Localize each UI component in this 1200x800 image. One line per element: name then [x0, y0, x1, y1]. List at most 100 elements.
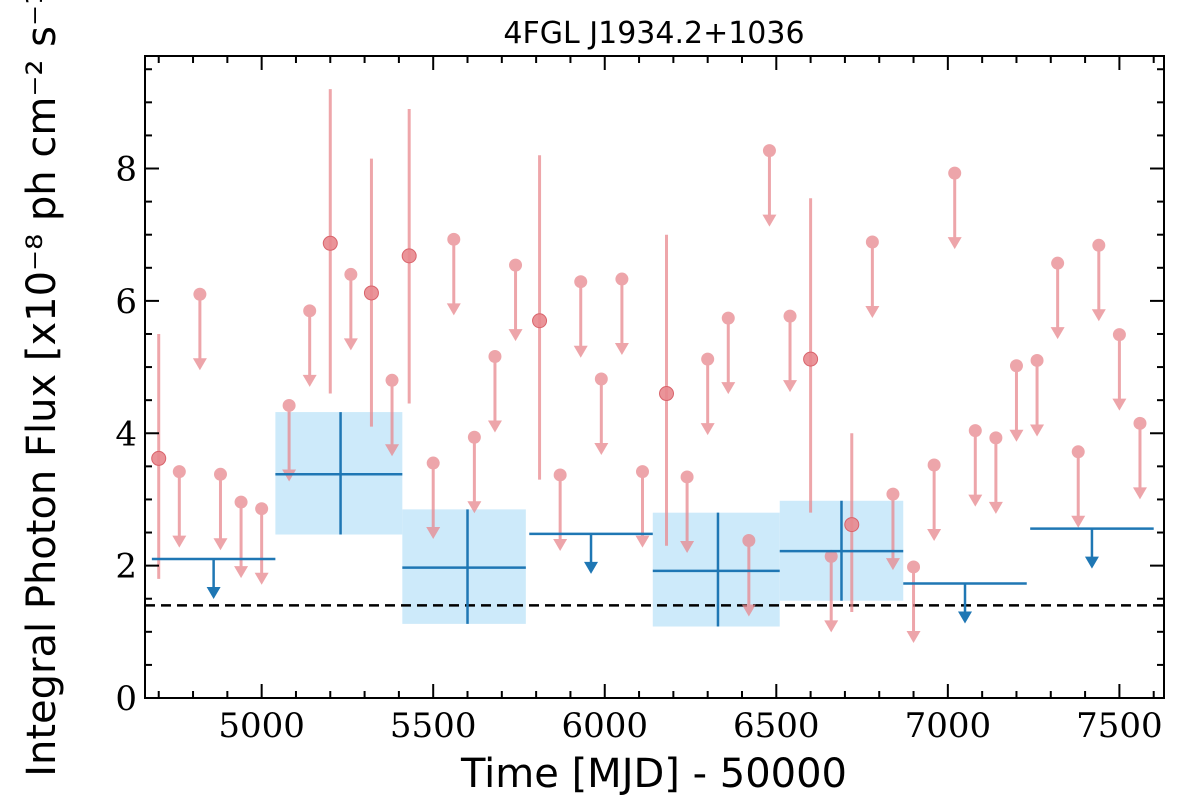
fine-upper-limit-33: [1009, 359, 1024, 442]
fine-upper-limit-13-head: [508, 329, 523, 342]
fine-upper-limit-30: [947, 166, 962, 250]
coarse-ul-arrow-2: [958, 583, 973, 624]
fine-upper-limit-19-head: [680, 540, 695, 553]
y-tick-label-4: 8: [115, 150, 137, 190]
fine-upper-limit-33-head: [1009, 429, 1024, 442]
fine-upper-limit-37-head: [1091, 309, 1106, 322]
fine-upper-limit-1: [192, 287, 207, 371]
fine-upper-limit-11-head: [467, 501, 482, 514]
fine-upper-limit-15: [573, 275, 588, 358]
y-tick-label-0: 0: [115, 679, 137, 719]
fine-upper-limit-marker-13: [509, 258, 523, 272]
x-tick-label-4: 7000: [905, 706, 992, 746]
chart-title: 4FGL J1934.2+1036: [503, 16, 804, 51]
coarse-ul-arrow-0: [206, 559, 221, 600]
fine-upper-limit-32: [988, 431, 1003, 514]
fine-upper-limit-10: [446, 232, 461, 316]
coarse-ul-arrow-2-head: [958, 611, 973, 624]
fine-upper-limit-13: [508, 258, 523, 342]
fine-upper-limit-marker-7: [344, 267, 358, 281]
fine-upper-limit-21-head: [721, 382, 736, 395]
fine-upper-limit-marker-31: [968, 424, 982, 438]
fine-upper-limit-6: [302, 304, 317, 387]
fine-upper-limit-23-head: [762, 214, 777, 227]
fine-upper-limit-marker-16: [594, 372, 608, 386]
fine-upper-limit-marker-6: [303, 304, 317, 318]
fine-upper-limit-marker-11: [467, 430, 481, 444]
fine-point-2: [363, 285, 379, 301]
fine-upper-limit-marker-15: [574, 275, 588, 289]
coarse-ul-arrow-3: [1084, 528, 1099, 569]
fine-upper-limit-2: [213, 467, 228, 551]
fine-upper-limit-marker-26: [865, 235, 879, 249]
fine-upper-limit-28: [906, 560, 921, 643]
x-tick-label-2: 6000: [561, 706, 648, 746]
fine-upper-limit-marker-2: [213, 467, 227, 481]
fine-upper-limit-marker-34: [1030, 353, 1044, 367]
x-axis: 5000 5500 6000 6500 7000 7500: [157, 56, 1163, 746]
fine-upper-limit-marker-25: [824, 549, 838, 563]
fine-upper-limit-26: [865, 235, 880, 318]
fine-point-6: [803, 351, 819, 367]
fine-upper-limit-1-head: [192, 358, 207, 371]
fine-upper-limit-12-head: [487, 420, 502, 433]
fine-upper-limit-6-head: [302, 374, 317, 387]
fine-upper-limit-26-head: [865, 305, 880, 318]
fine-upper-limit-3: [234, 495, 249, 579]
y-axis-label: Integral Photon Flux [x10⁻⁸ ph cm⁻² s⁻¹]: [19, 0, 65, 777]
fine-upper-limit-24: [783, 309, 798, 393]
fine-upper-limit-16: [594, 372, 609, 455]
coarse-ul-arrow-0-head: [206, 587, 221, 600]
x-tick-label-1: 5500: [390, 706, 477, 746]
fine-upper-limit-27: [885, 487, 900, 571]
x-tick-label-0: 5000: [218, 706, 305, 746]
fine-upper-limit-34: [1030, 353, 1045, 437]
fine-upper-limit-marker-19: [680, 470, 694, 484]
fine-point-7: [844, 517, 860, 533]
fine-upper-limit-29-head: [927, 529, 942, 542]
x-axis-label: Time [MJD] - 50000: [460, 751, 847, 797]
y-tick-label-3: 6: [115, 282, 137, 322]
fine-upper-limit-marker-39: [1133, 416, 1147, 430]
fine-upper-limit-29: [927, 458, 942, 542]
fine-upper-limit-20: [700, 352, 715, 436]
fine-upper-limit-36: [1071, 445, 1086, 528]
fine-upper-limit-4: [254, 502, 269, 585]
fine-upper-limit-marker-8: [385, 373, 399, 387]
fine-upper-limit-11: [467, 430, 482, 514]
fine-upper-limit-39-head: [1132, 487, 1147, 500]
y-tick-label-1: 2: [115, 547, 137, 587]
fine-upper-limit-24-head: [783, 380, 798, 393]
fine-upper-limit-5: [282, 398, 297, 482]
fine-upper-limit-marker-33: [1009, 359, 1023, 373]
fine-point-1: [322, 235, 338, 251]
plot-frame: [144, 55, 1165, 699]
fine-upper-limit-21: [721, 311, 736, 395]
fine-upper-limit-marker-17: [615, 272, 629, 286]
fine-upper-limit-marker-36: [1071, 445, 1085, 459]
fine-upper-limit-22-head: [741, 604, 756, 617]
fine-point-0: [151, 450, 167, 466]
fine-upper-limit-marker-37: [1092, 238, 1106, 252]
fine-upper-limit-marker-35: [1051, 256, 1065, 270]
fine-upper-limit-marker-29: [927, 458, 941, 472]
fine-upper-limit-22: [741, 533, 756, 617]
fine-upper-limit-marker-5: [282, 398, 296, 412]
fine-upper-limit-marker-38: [1112, 328, 1126, 342]
fine-upper-limit-marker-1: [193, 287, 207, 301]
fine-upper-limit-25: [824, 549, 839, 633]
fine-upper-limit-8: [385, 373, 400, 457]
fine-upper-limit-17-head: [614, 343, 629, 356]
fine-point-5: [659, 386, 675, 402]
fine-upper-limit-8-head: [385, 444, 400, 457]
fine-upper-limit-20-head: [700, 423, 715, 436]
fine-upper-limit-marker-3: [234, 495, 248, 509]
x-tick-label-5: 7500: [1076, 706, 1163, 746]
fine-upper-limit-39: [1132, 416, 1147, 500]
fine-upper-limit-3-head: [234, 566, 249, 579]
fine-upper-limit-9-head: [426, 527, 441, 540]
fine-upper-limit-9: [426, 456, 441, 540]
fine-upper-limit-36-head: [1071, 515, 1086, 528]
coarse-band-2: [652, 512, 780, 627]
fine-upper-limit-marker-12: [488, 349, 502, 363]
